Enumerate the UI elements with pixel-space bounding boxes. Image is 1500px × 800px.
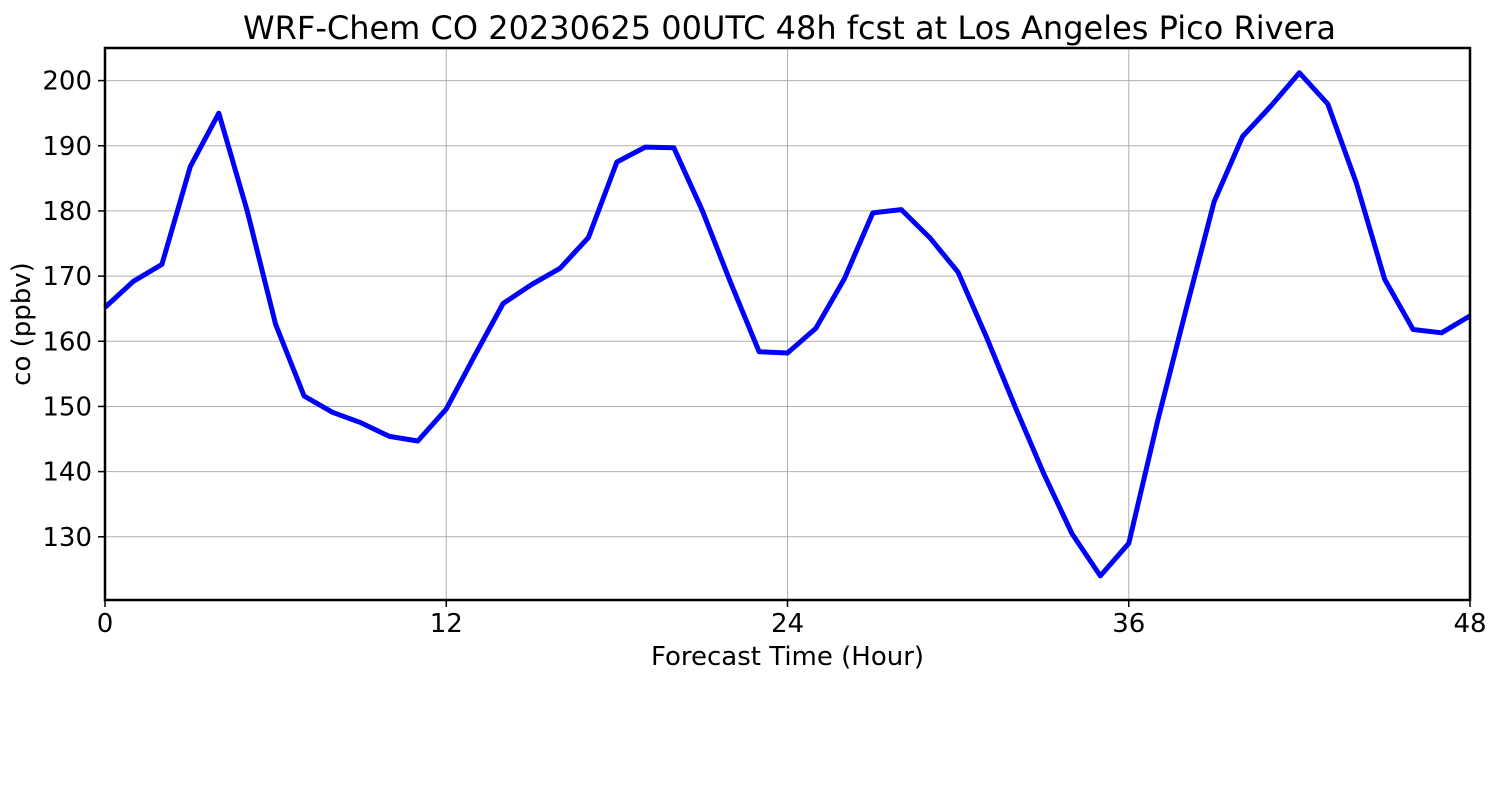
x-tick-label: 24 [771,609,804,639]
y-tick-label: 180 [42,197,92,227]
x-tick-label: 0 [97,609,114,639]
y-axis-label: co (ppbv) [7,262,37,386]
y-tick-label: 150 [42,392,92,422]
series-layer [103,70,1472,579]
x-tick-label: 48 [1453,609,1486,639]
y-tick-label: 200 [42,67,92,97]
chart-title: WRF-Chem CO 20230625 00UTC 48h fcst at L… [243,9,1336,47]
gridlines [104,48,1471,600]
ticks: 0 12 24 36 48 130 140 150 160 170 180 190 200 [42,67,1486,639]
x-tick-label: 36 [1112,609,1145,639]
y-tick-label: 190 [42,132,92,162]
y-tick-label: 170 [42,262,92,292]
co-series-line [103,70,1472,579]
y-tick-label: 130 [42,523,92,553]
x-axis-label: Forecast Time (Hour) [651,642,924,672]
x-tick-label: 12 [430,609,463,639]
y-tick-label: 140 [42,458,92,488]
y-tick-label: 160 [42,327,92,357]
